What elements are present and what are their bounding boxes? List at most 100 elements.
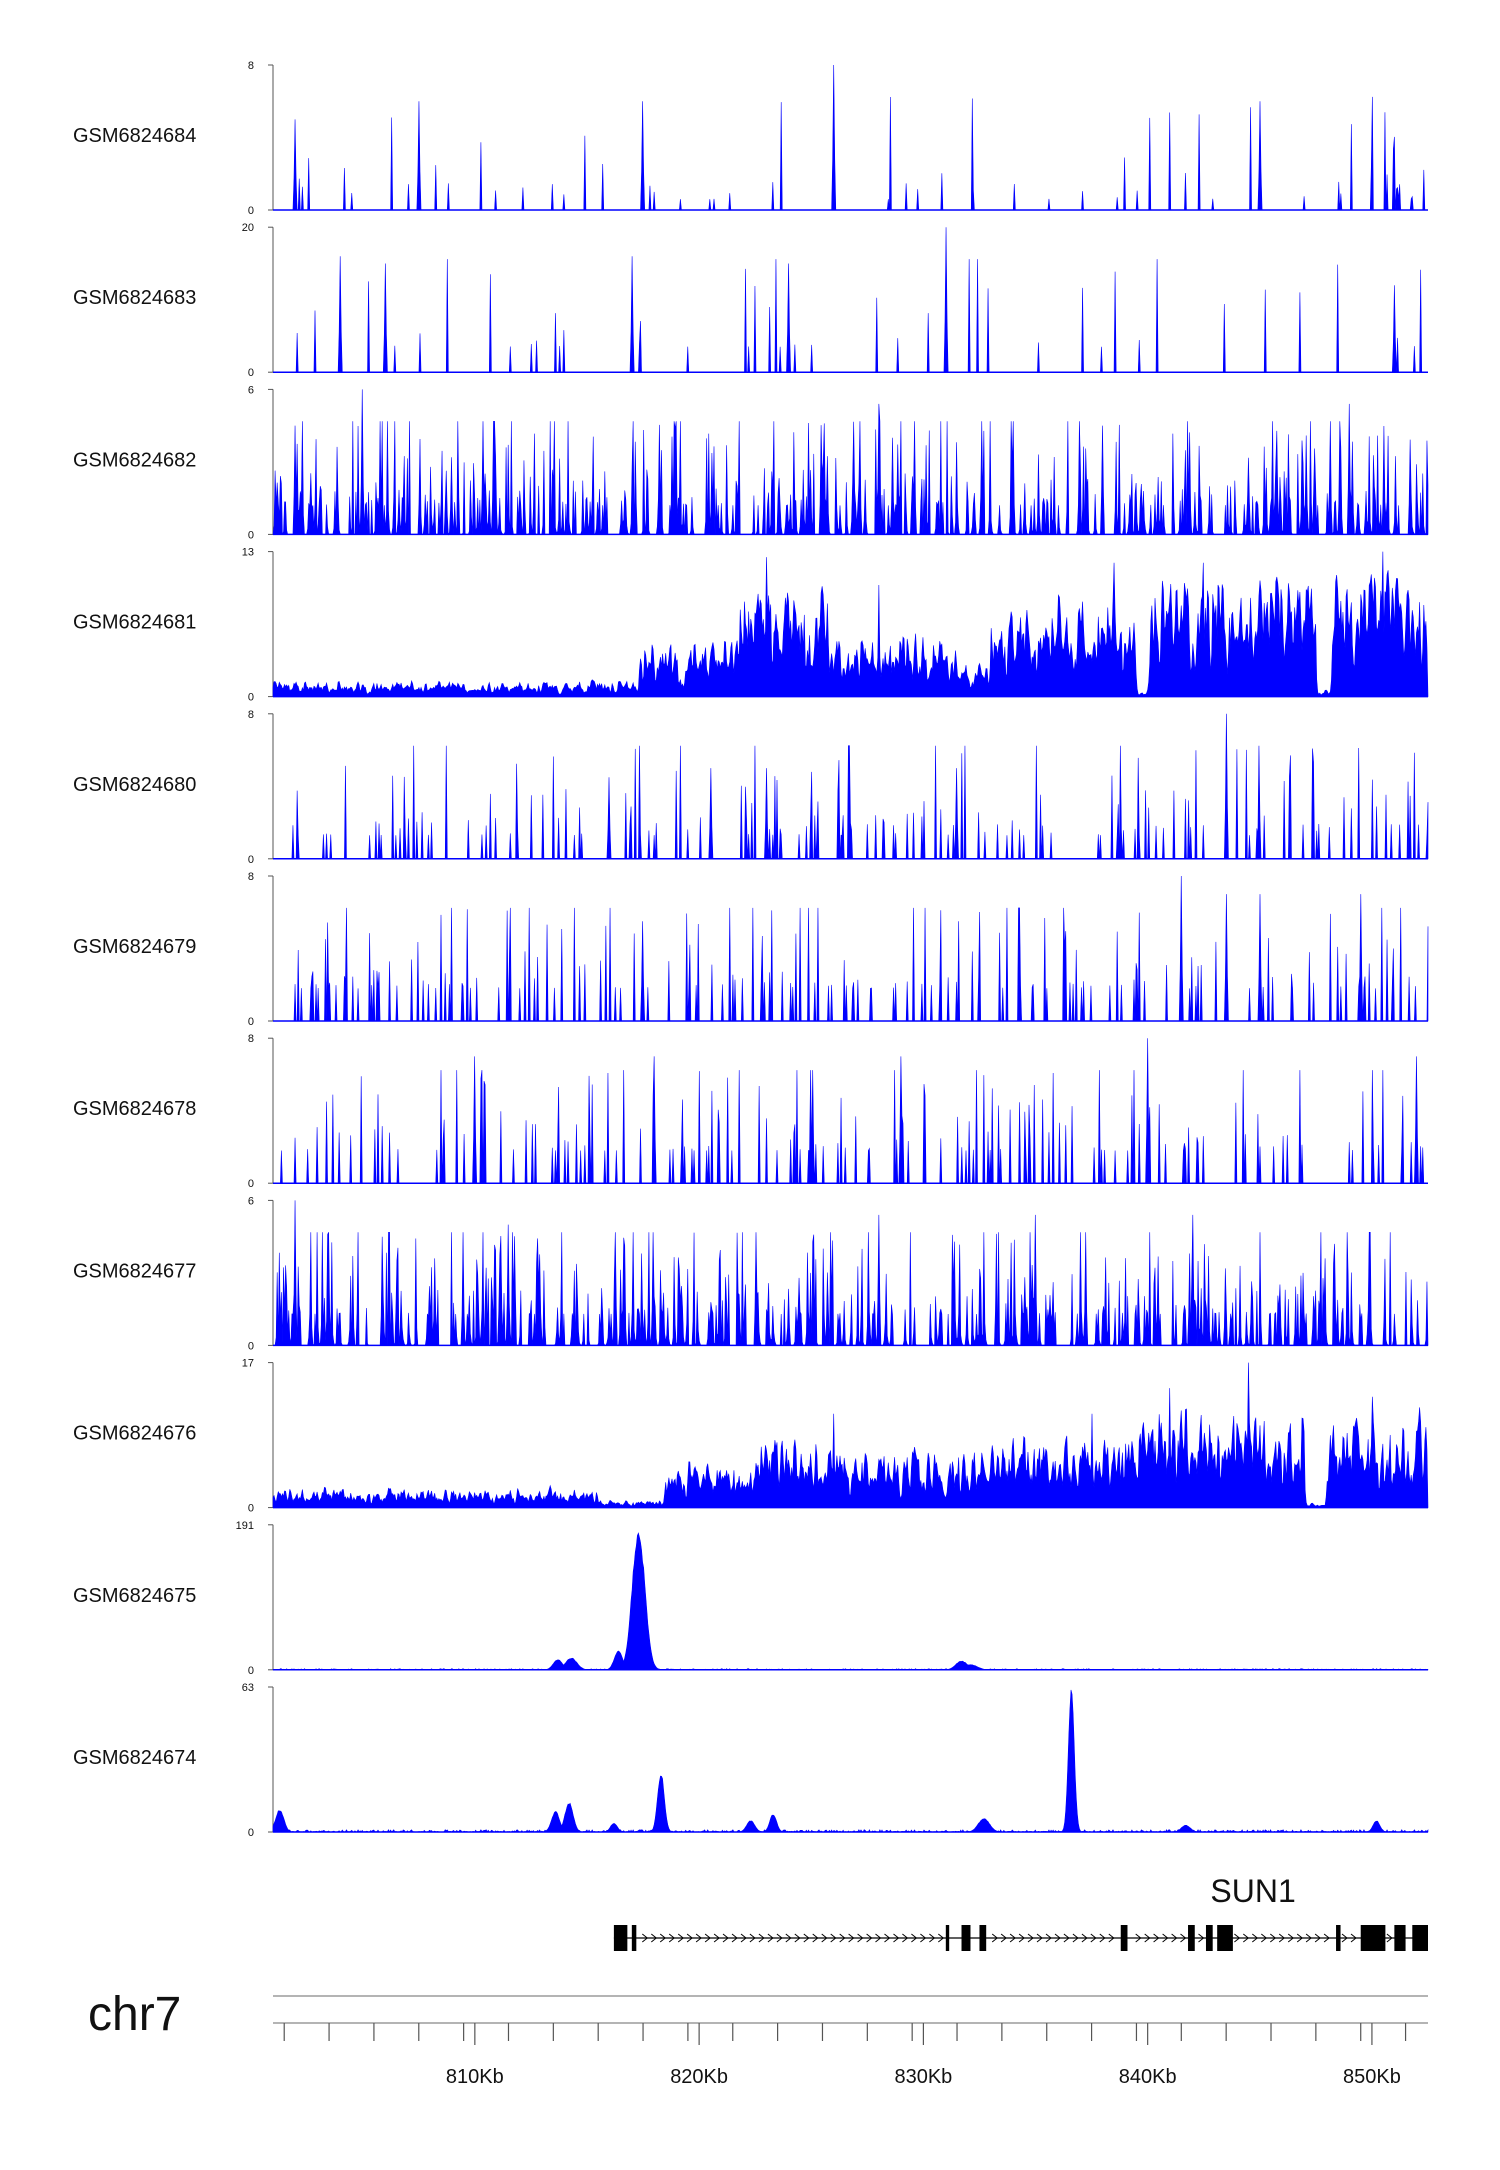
gene-name-label: SUN1 xyxy=(1210,1873,1295,1909)
strand-arrow xyxy=(668,1933,676,1943)
track-label: GSM6824680 xyxy=(73,774,196,796)
y-axis-max-label: 8 xyxy=(248,60,254,72)
tick-label: 830Kb xyxy=(894,2066,952,2088)
exon xyxy=(945,1925,950,1951)
y-axis-min-label: 0 xyxy=(248,205,254,217)
coverage-area xyxy=(273,875,1429,1022)
track-label: GSM6824674 xyxy=(73,1747,196,1769)
strand-arrow xyxy=(1269,1933,1277,1943)
tick-label: 810Kb xyxy=(446,2066,504,2088)
strand-arrow xyxy=(1386,1933,1393,1943)
coverage-area xyxy=(272,389,1429,536)
strand-arrow xyxy=(839,1933,846,1943)
track-GSM6824679: GSM6824679 8 0 xyxy=(73,871,1429,1028)
track-label: GSM6824682 xyxy=(73,449,196,471)
exon xyxy=(1336,1925,1341,1951)
track-label: GSM6824684 xyxy=(73,125,196,147)
strand-arrow xyxy=(1000,1933,1007,1943)
strand-arrow xyxy=(1341,1933,1348,1943)
y-axis-max-label: 8 xyxy=(248,871,254,883)
track-label: GSM6824678 xyxy=(73,1098,196,1120)
strand-arrow xyxy=(875,1933,882,1943)
strand-arrow xyxy=(1153,1933,1160,1943)
strand-arrow xyxy=(1027,1933,1034,1943)
track-GSM6824676: GSM6824676 17 0 xyxy=(73,1358,1429,1515)
strand-arrow xyxy=(1162,1933,1169,1943)
strand-arrow xyxy=(937,1933,945,1943)
strand-arrow xyxy=(1242,1933,1250,1943)
exon xyxy=(1217,1925,1233,1951)
track-label: GSM6824675 xyxy=(73,1585,196,1607)
track-GSM6824683: GSM6824683 20 0 xyxy=(73,222,1428,379)
track-label: GSM6824683 xyxy=(73,287,196,309)
strand-arrow xyxy=(1072,1933,1079,1943)
gene-track: SUN1 xyxy=(613,1873,1428,1951)
strand-arrow xyxy=(929,1933,936,1943)
y-axis-min-label: 0 xyxy=(248,854,254,866)
strand-arrow xyxy=(1108,1933,1115,1943)
exon xyxy=(979,1925,987,1951)
exon xyxy=(1188,1925,1195,1951)
y-axis-min-label: 0 xyxy=(248,367,254,379)
strand-arrow xyxy=(893,1933,900,1943)
track-GSM6824677: GSM6824677 6 0 xyxy=(73,1195,1429,1352)
strand-arrow xyxy=(866,1933,873,1943)
strand-arrow xyxy=(1135,1933,1142,1943)
strand-arrow xyxy=(1063,1933,1070,1943)
y-axis-max-label: 20 xyxy=(242,222,254,234)
y-axis-max-label: 8 xyxy=(248,709,254,721)
y-axis-min-label: 0 xyxy=(248,1827,254,1839)
exon xyxy=(1360,1925,1386,1951)
track-GSM6824675: GSM6824675 191 0 xyxy=(73,1520,1429,1677)
track-label: GSM6824677 xyxy=(73,1260,196,1282)
strand-arrow xyxy=(812,1933,819,1943)
strand-arrow xyxy=(884,1933,891,1943)
track-label: GSM6824679 xyxy=(73,936,196,958)
tick-label: 840Kb xyxy=(1119,2066,1177,2088)
exon xyxy=(613,1925,628,1951)
strand-arrow xyxy=(1260,1933,1268,1943)
track-GSM6824684: GSM6824684 8 0 xyxy=(73,60,1428,217)
y-axis-max-label: 63 xyxy=(242,1682,254,1694)
tick-label: 820Kb xyxy=(670,2066,728,2088)
coverage-area xyxy=(272,551,1429,697)
strand-arrow xyxy=(848,1933,855,1943)
strand-arrow xyxy=(686,1933,693,1943)
strand-arrow xyxy=(1171,1933,1178,1943)
track-GSM6824678: GSM6824678 8 0 xyxy=(73,1033,1428,1190)
track-label: GSM6824676 xyxy=(73,1423,196,1445)
y-axis-max-label: 8 xyxy=(248,1033,254,1045)
exon xyxy=(1120,1925,1128,1951)
strand-arrow xyxy=(803,1933,810,1943)
gene-strand-arrows xyxy=(641,1933,1393,1943)
strand-arrow xyxy=(722,1933,729,1943)
strand-arrow xyxy=(1305,1933,1312,1943)
strand-arrow xyxy=(650,1933,658,1943)
strand-arrow xyxy=(776,1933,783,1943)
exon xyxy=(1394,1925,1406,1951)
strand-arrow xyxy=(920,1933,927,1943)
strand-arrow xyxy=(1045,1933,1052,1943)
coverage-tracks: GSM682468480GSM6824683200GSM682468260GSM… xyxy=(73,60,1429,1839)
strand-arrow xyxy=(1287,1933,1295,1943)
coverage-area xyxy=(273,713,1429,860)
strand-arrow xyxy=(1198,1933,1205,1943)
strand-arrow xyxy=(1278,1933,1286,1943)
strand-arrow xyxy=(1018,1933,1025,1943)
strand-arrow xyxy=(758,1933,765,1943)
strand-arrow xyxy=(713,1933,720,1943)
strand-arrow xyxy=(1036,1933,1043,1943)
y-axis-max-label: 17 xyxy=(242,1358,254,1370)
strand-arrow xyxy=(641,1933,649,1943)
strand-arrow xyxy=(1323,1933,1330,1943)
strand-arrow xyxy=(857,1933,864,1943)
strand-arrow xyxy=(1314,1933,1321,1943)
strand-arrow xyxy=(1099,1933,1106,1943)
coverage-area xyxy=(273,1200,1429,1347)
exon xyxy=(1205,1925,1213,1951)
gene-exons xyxy=(613,1925,1428,1951)
strand-arrow xyxy=(1090,1933,1097,1943)
strand-arrow xyxy=(1081,1933,1088,1943)
strand-arrow xyxy=(767,1933,774,1943)
